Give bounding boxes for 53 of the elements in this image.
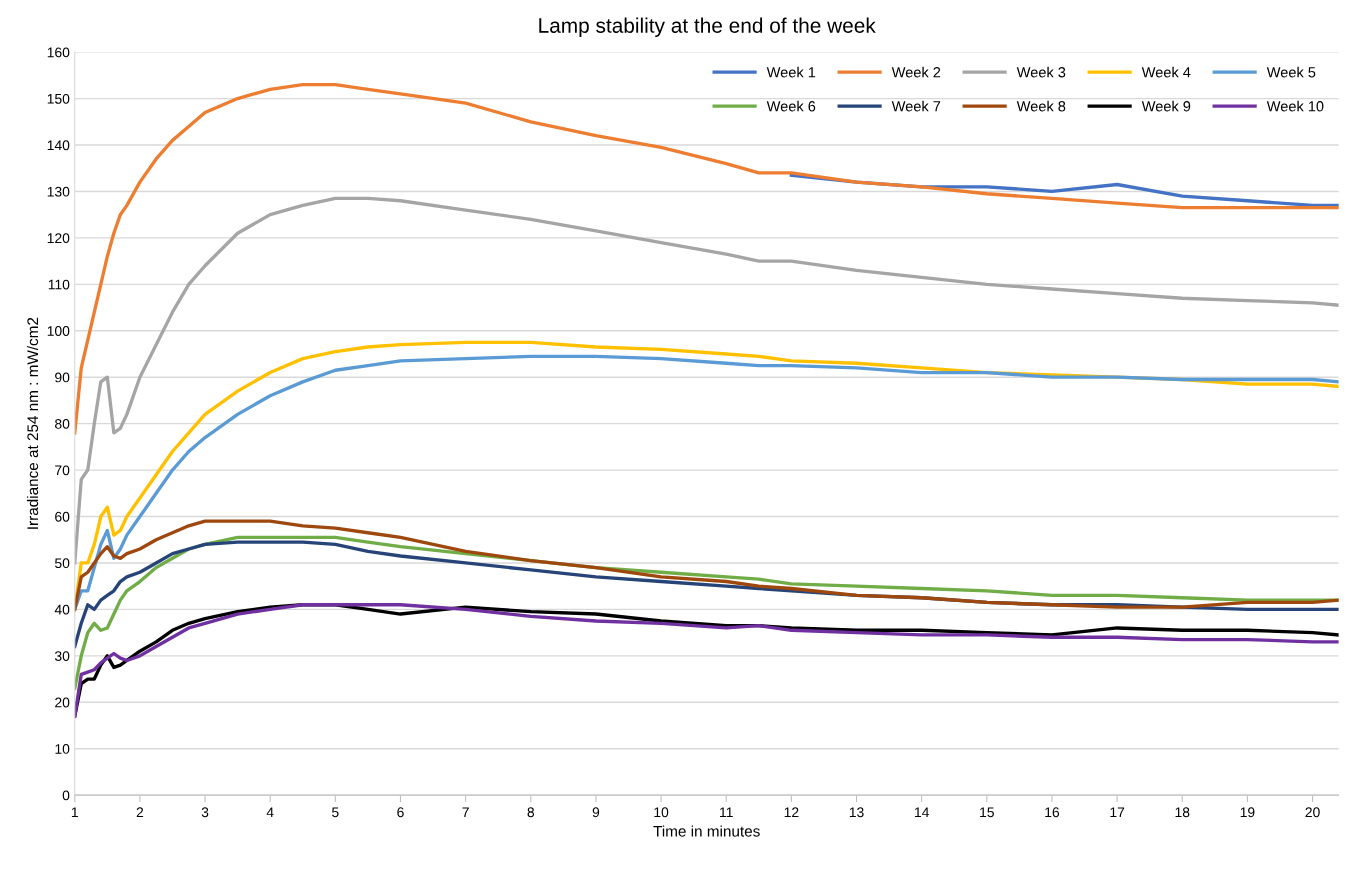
- x-tick-label: 12: [784, 807, 799, 818]
- x-tick-label: 15: [980, 807, 994, 818]
- line-series: [74, 82, 1339, 435]
- y-tick-label: 110: [48, 279, 70, 290]
- y-tick-label: 100: [47, 326, 70, 336]
- legend-label: Week 1: [766, 66, 816, 78]
- y-tick-label: 20: [55, 697, 70, 708]
- x-tick-label: 3: [201, 807, 209, 818]
- x-tick-label: 19: [1240, 807, 1255, 818]
- x-axis-title: Time in minutes: [653, 825, 760, 837]
- legend-label: Week 9: [1141, 100, 1191, 112]
- legend-label: Week 10: [1266, 100, 1324, 112]
- y-tick-label: 40: [54, 604, 70, 615]
- legend-label: Week 3: [1016, 66, 1066, 78]
- y-tick-label: 50: [54, 558, 70, 569]
- legend-label: Week 6: [766, 100, 816, 112]
- x-tick-label: 11: [720, 807, 733, 818]
- x-tick-label: 4: [266, 807, 274, 818]
- legend-label: Week 5: [1266, 66, 1316, 78]
- y-tick-label: 30: [54, 651, 70, 661]
- chart-title: Lamp stability at the end of the week: [539, 17, 876, 38]
- legend-label: Week 8: [1016, 100, 1066, 112]
- legend-label: Week 2: [891, 66, 941, 78]
- y-tick-label: 140: [47, 140, 70, 151]
- x-tick-label: 20: [1305, 807, 1320, 818]
- x-tick-label: 16: [1045, 807, 1060, 818]
- line-series: [74, 196, 1339, 565]
- y-tick-label: 10: [55, 744, 70, 754]
- x-tick-label: 13: [849, 807, 864, 818]
- x-tick-label: 5: [332, 807, 339, 818]
- x-tick-label: 1: [71, 807, 78, 818]
- x-tick-label: 7: [462, 807, 469, 818]
- legend-label: Week 7: [891, 100, 941, 112]
- y-tick-label: 70: [55, 465, 70, 476]
- x-tick-label: 17: [1110, 807, 1125, 818]
- x-tick-label: 6: [397, 807, 404, 818]
- x-tick-label: 18: [1175, 807, 1190, 818]
- y-tick-label: 120: [47, 233, 70, 244]
- x-tick-label: 2: [136, 807, 144, 818]
- y-tick-label: 80: [55, 418, 70, 429]
- y-tick-label: 90: [55, 372, 70, 383]
- x-tick-label: 8: [527, 807, 535, 818]
- legend-label: Week 4: [1141, 66, 1191, 78]
- y-tick-label: 0: [62, 790, 70, 801]
- y-tick-label: 60: [55, 511, 70, 522]
- y-tick-label: 160: [47, 47, 70, 58]
- y-axis-title: Irradiance at 254 nm : mW/cm2: [26, 317, 39, 529]
- x-tick-label: 10: [654, 807, 669, 818]
- y-tick-label: 150: [47, 93, 70, 104]
- x-tick-label: 14: [915, 807, 929, 818]
- y-tick-label: 130: [47, 186, 70, 197]
- x-tick-label: 9: [592, 807, 600, 818]
- line-series: [74, 519, 1339, 612]
